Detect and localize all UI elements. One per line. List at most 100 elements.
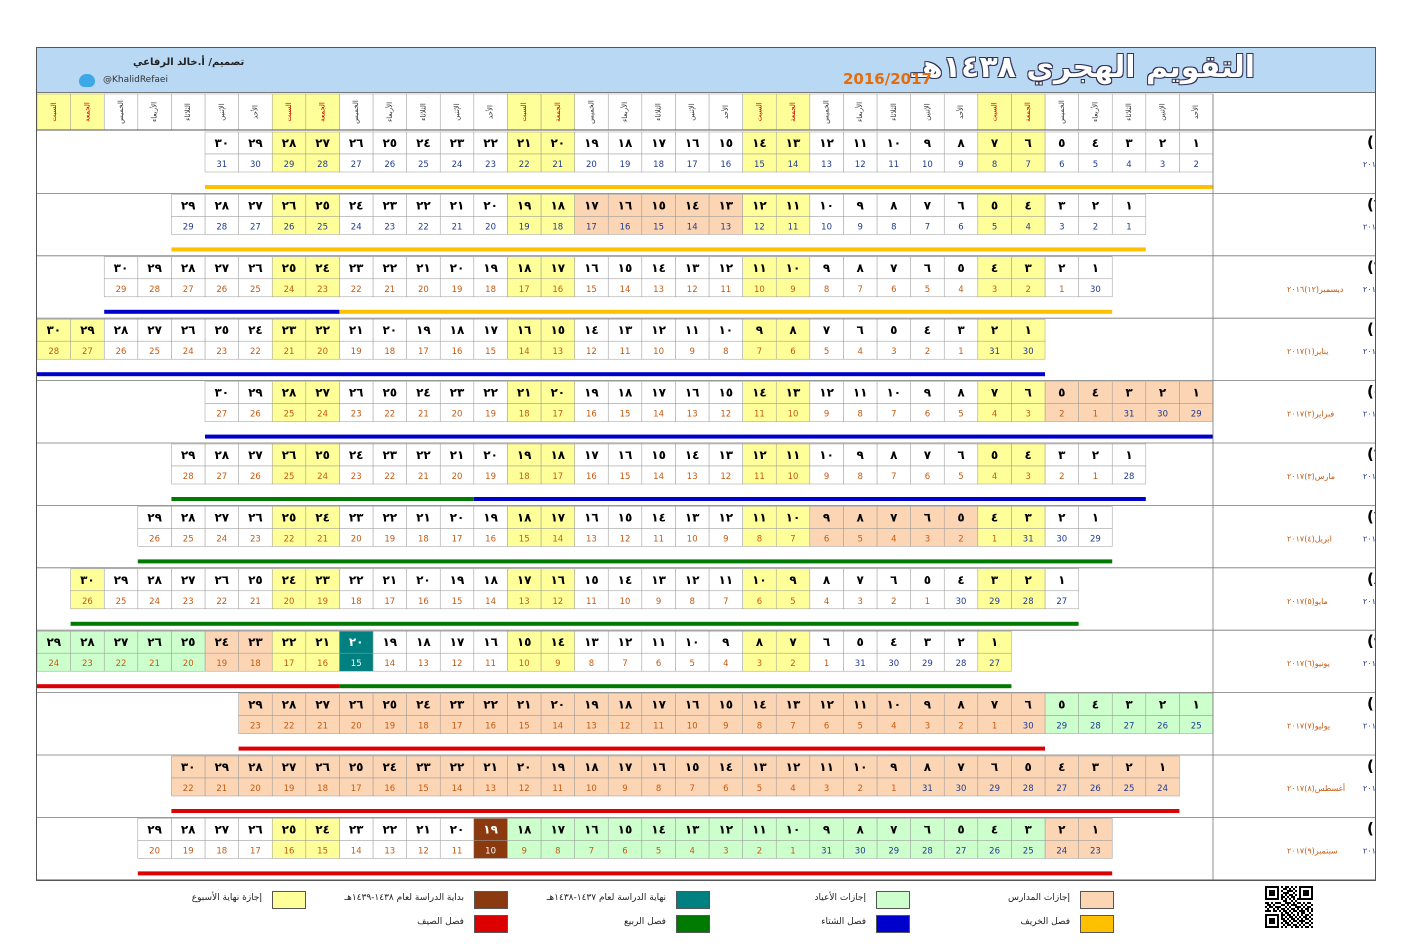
- hijri-day: ٢٤: [416, 386, 431, 400]
- hijri-day: ١٣: [786, 698, 801, 712]
- gregorian-day: 14: [620, 285, 631, 295]
- gregorian-day: 21: [317, 722, 328, 732]
- hijri-day: ٧: [789, 635, 797, 649]
- hijri-day: ٥: [991, 198, 998, 212]
- legend-label: نهاية الدراسة لعام ١٤٣٧-١٤٣٨هـ: [546, 893, 666, 903]
- hijri-day: ٩: [857, 448, 865, 462]
- hijri-day: ٧: [823, 323, 831, 337]
- gregorian-day: 23: [384, 222, 395, 232]
- hijri-day: ٢٥: [248, 573, 263, 587]
- hijri-day: ٢١: [517, 386, 532, 400]
- hijri-day: ١٥: [618, 510, 633, 524]
- gregorian-day: 3: [925, 534, 930, 544]
- hijri-day: ٢٧: [214, 261, 229, 275]
- gregorian-day: 6: [622, 846, 627, 856]
- gregorian-day: 8: [857, 410, 862, 420]
- hijri-day: ١٥: [651, 198, 666, 212]
- gregorian-day-cell: [70, 590, 105, 610]
- gregorian-day: 11: [552, 784, 563, 794]
- legend-label: إجازة نهاية الأسبوع: [191, 893, 262, 903]
- gregorian-day: 31: [216, 160, 227, 170]
- hijri-day: ٥: [890, 323, 897, 337]
- hijri-day: ٢١: [349, 323, 364, 337]
- hijri-day: ٩: [890, 760, 898, 774]
- weekday-cell: [607, 93, 643, 131]
- gregorian-day: 26: [250, 410, 261, 420]
- hijri-day: ١: [1058, 573, 1065, 587]
- gregorian-day: 19: [216, 659, 227, 669]
- gregorian-day: 27: [250, 222, 261, 232]
- hijri-day: ٦: [1025, 136, 1032, 150]
- month-name: رجــــب (٧): [1367, 507, 1375, 525]
- season-bar: [70, 621, 1079, 626]
- gregorian-day: 21: [317, 534, 328, 544]
- legend-swatch: [1080, 891, 1114, 909]
- gregorian-day: 25: [183, 534, 194, 544]
- month-name: ذو القعـــدة (١١): [1367, 757, 1375, 775]
- gregorian-day: 26: [1157, 722, 1168, 732]
- gregorian-day: 7: [723, 597, 728, 607]
- gregorian-day: 20: [149, 846, 160, 856]
- hijri-day: ٢٣: [450, 136, 465, 150]
- gregorian-day: 22: [351, 285, 362, 295]
- hijri-day: ١٣: [618, 323, 633, 337]
- gregorian-day: 6: [824, 534, 829, 544]
- gregorian-day: 1: [925, 597, 930, 607]
- hijri-day: ١٦: [550, 573, 565, 587]
- gregorian-month-label: ابريل(٤)٢٠١٧: [1287, 534, 1332, 543]
- gregorian-month-label: يناير(١)٢٠١٧: [1363, 410, 1375, 419]
- gregorian-day: 4: [992, 410, 997, 420]
- gregorian-day: 27: [183, 285, 194, 295]
- hijri-day: ١٣: [685, 261, 700, 275]
- gregorian-day: 17: [452, 722, 463, 732]
- gregorian-day: 27: [216, 410, 227, 420]
- hijri-day: ٥: [1058, 698, 1065, 712]
- hijri-day: ١٦: [685, 698, 700, 712]
- gregorian-day: 26: [989, 846, 1000, 856]
- hijri-day: ١٠: [819, 448, 834, 462]
- gregorian-day: 22: [519, 160, 530, 170]
- gregorian-month-label: مارس(٣)٢٠١٧: [1287, 472, 1335, 481]
- weekday-cell: [943, 93, 979, 131]
- season-bar: [137, 871, 1113, 876]
- gregorian-day: 28: [317, 160, 328, 170]
- gregorian-month-label: ابريل(٤)٢٠١٧: [1363, 597, 1375, 606]
- hijri-day: ٢: [991, 323, 999, 337]
- gregorian-day: 14: [788, 160, 799, 170]
- hijri-day: ٧: [924, 448, 932, 462]
- gregorian-day: 10: [687, 722, 698, 732]
- gregorian-day: 16: [384, 784, 395, 794]
- hijri-day: ١٧: [450, 635, 465, 649]
- gregorian-day: 9: [555, 659, 560, 669]
- gregorian-day: 21: [250, 597, 261, 607]
- gregorian-day: 11: [452, 846, 463, 856]
- gregorian-day: 21: [284, 347, 295, 357]
- hijri-day: ٢١: [416, 822, 431, 836]
- hijri-day: ١٣: [718, 198, 733, 212]
- gregorian-day-cell: [137, 840, 172, 859]
- hijri-day: ٤: [1092, 698, 1099, 712]
- gregorian-day: 23: [351, 472, 362, 482]
- gregorian-month-label: يناير(١)٢٠١٧: [1287, 347, 1328, 356]
- gregorian-day: 1: [1093, 410, 1098, 420]
- gregorian-day: 10: [485, 846, 496, 856]
- gregorian-day: 29: [1191, 410, 1202, 420]
- gregorian-day: 30: [1090, 285, 1101, 295]
- hijri-day: ٣: [1058, 198, 1066, 212]
- weekday-cell: [1179, 93, 1214, 131]
- hijri-day: ١٨: [483, 573, 498, 587]
- gregorian-day: 28: [1023, 784, 1034, 794]
- hijri-day: ٣٠: [214, 386, 229, 400]
- gregorian-day: 24: [149, 597, 160, 607]
- weekday-label: الخميس: [1058, 100, 1066, 124]
- gregorian-day: 15: [485, 347, 496, 357]
- hijri-day: ٢٩: [248, 136, 263, 150]
- hijri-day: ٢٣: [416, 760, 431, 774]
- hijri-day: ١٠: [718, 323, 733, 337]
- gregorian-day: 23: [250, 722, 261, 732]
- hijri-day: ٢٩: [80, 323, 95, 337]
- weekday-label: الأحد: [250, 105, 259, 119]
- weekday-cell: [910, 93, 945, 131]
- hijri-day: ٢٠: [382, 323, 397, 337]
- hijri-day: ٢٠: [483, 198, 498, 212]
